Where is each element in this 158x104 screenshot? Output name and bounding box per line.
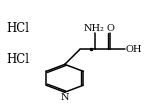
Text: N: N <box>61 93 69 102</box>
Text: HCl: HCl <box>6 53 29 66</box>
Text: OH: OH <box>126 45 142 54</box>
Text: NH₂: NH₂ <box>84 24 104 33</box>
Text: HCl: HCl <box>6 22 29 35</box>
Text: O: O <box>107 24 115 33</box>
